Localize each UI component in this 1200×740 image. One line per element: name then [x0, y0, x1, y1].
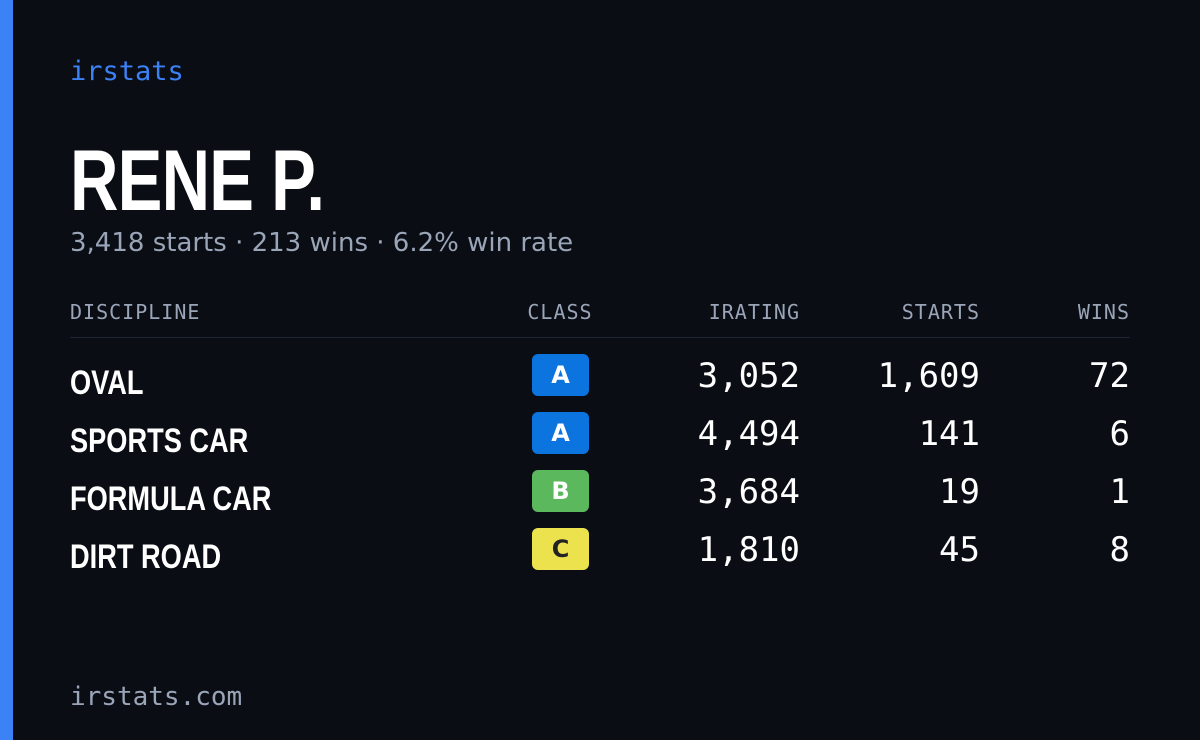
class-badge: A	[532, 354, 589, 396]
column-header: STARTS	[901, 300, 980, 324]
driver-name: RENE P.	[70, 133, 325, 229]
column-header: IRATING	[708, 300, 800, 324]
starts: 45	[939, 530, 980, 570]
irating: 4,494	[697, 414, 800, 454]
class-badge: A	[532, 412, 589, 454]
wins: 72	[1089, 356, 1130, 396]
discipline: FORMULA CAR	[70, 480, 272, 518]
discipline: SPORTS CAR	[70, 422, 249, 460]
wins: 1	[1109, 472, 1130, 512]
irating: 1,810	[697, 530, 800, 570]
starts: 19	[939, 472, 980, 512]
class-badge: C	[532, 528, 589, 570]
header-rule	[70, 337, 1130, 338]
accent-bar	[0, 0, 13, 740]
irating: 3,684	[697, 472, 800, 512]
starts: 1,609	[877, 356, 980, 396]
class-badge: B	[532, 470, 589, 512]
column-header: DISCIPLINE	[70, 300, 201, 324]
wins: 8	[1109, 530, 1130, 570]
wins: 6	[1109, 414, 1130, 454]
discipline: DIRT ROAD	[70, 538, 222, 576]
irating: 3,052	[697, 356, 800, 396]
discipline: OVAL	[70, 364, 144, 402]
starts: 141	[918, 414, 980, 454]
column-header: WINS	[1077, 300, 1130, 324]
summary: 3,418 starts · 213 wins · 6.2% win rate	[70, 228, 574, 258]
column-header: CLASS	[527, 300, 593, 324]
footer: irstats.com	[70, 682, 243, 712]
brand: irstats	[70, 56, 184, 87]
